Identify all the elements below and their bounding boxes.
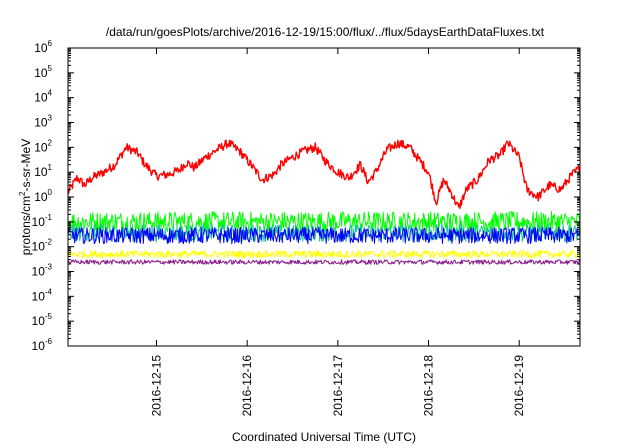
y-axis-label-exp: 2 xyxy=(18,191,27,196)
y-tick-label: 10-4 xyxy=(32,287,53,303)
series-line-6 xyxy=(67,259,581,265)
series-line-5 xyxy=(67,249,581,259)
y-tick-label: 106 xyxy=(34,39,52,55)
y-tick-label: 10-5 xyxy=(32,312,53,328)
y-tick-label: 103 xyxy=(34,114,52,130)
y-tick-label: 10-1 xyxy=(32,213,53,229)
y-tick-label: 102 xyxy=(34,138,52,154)
y-tick-label: 105 xyxy=(34,64,52,80)
y-axis-label-base: protons/cm xyxy=(19,196,33,255)
x-tick-label: 2016-12-15 xyxy=(149,355,163,417)
series-line-1 xyxy=(67,139,581,209)
chart-title: /data/run/goesPlots/archive/2016-12-19/1… xyxy=(106,25,545,39)
series-line-4 xyxy=(67,226,581,245)
x-tick-label: 2016-12-19 xyxy=(512,355,526,417)
x-tick-label: 2016-12-16 xyxy=(240,355,254,417)
y-tick-label: 101 xyxy=(34,163,52,179)
y-tick-label: 100 xyxy=(34,188,52,204)
y-tick-label: 10-2 xyxy=(32,238,53,254)
y-tick-label: 104 xyxy=(34,89,52,105)
series-line-2 xyxy=(67,210,581,233)
y-axis-label-rest: -s-sr-MeV xyxy=(19,139,33,192)
series-layer xyxy=(67,139,581,265)
y-axis: 10-6 10-5 10-4 10-3 10-2 10-1 100 101 102 103 104 1… xyxy=(32,39,580,353)
y-tick-label: 10-3 xyxy=(32,263,53,279)
x-tick-label: 2016-12-17 xyxy=(331,355,345,417)
x-tick-label: 2016-12-18 xyxy=(422,355,436,417)
x-axis: 2016-12-15 2016-12-16 2016-12-17 2016-12-18… xyxy=(149,48,526,416)
y-axis-label: protons/cm2-s-sr-MeV xyxy=(18,139,33,255)
y-tick-label: 10-6 xyxy=(32,337,53,353)
plot-frame xyxy=(67,47,581,347)
x-axis-label: Coordinated Universal Time (UTC) xyxy=(232,430,416,444)
